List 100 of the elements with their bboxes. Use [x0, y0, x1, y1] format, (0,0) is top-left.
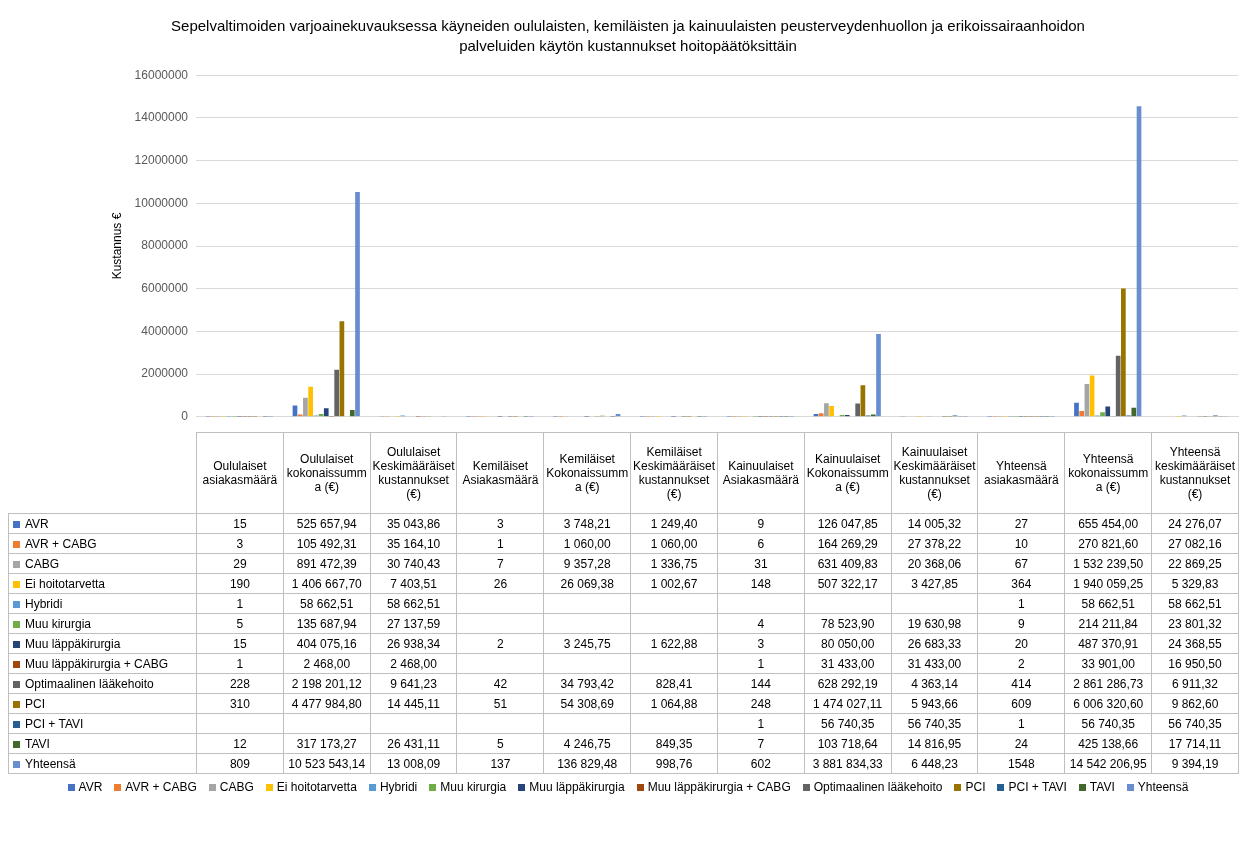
data-label: 51 — [456, 693, 544, 714]
data-label: 9 641,23 — [370, 673, 457, 694]
data-label: 310 — [196, 693, 284, 714]
data-label: 31 433,00 — [891, 653, 978, 674]
data-label: 4 477 984,80 — [283, 693, 371, 714]
data-label: 34 793,42 — [543, 673, 631, 694]
bar — [308, 386, 313, 417]
data-label: 414 — [977, 673, 1065, 694]
data-label: 35 164,10 — [370, 533, 457, 554]
x-tick-label: Yhteensä asiakasmäärä — [977, 432, 1065, 514]
bar — [829, 405, 834, 417]
data-label: 58 662,51 — [1151, 593, 1239, 614]
data-label: 1 060,00 — [543, 533, 631, 554]
y-tick-label: 10000000 — [134, 195, 189, 210]
data-label: 17 714,11 — [1151, 733, 1239, 754]
text: Muu kirurgia — [440, 780, 507, 794]
data-label: 190 — [196, 573, 284, 594]
data-label: 136 829,48 — [543, 753, 631, 774]
data-label: 6 006 320,60 — [1064, 693, 1152, 714]
x-tick-label: Oululaiset kokonaissumma (€) — [283, 432, 371, 514]
data-label: 364 — [977, 573, 1065, 594]
bar — [1105, 406, 1111, 417]
data-label: 9 862,60 — [1151, 693, 1239, 714]
data-label: 9 357,28 — [543, 553, 631, 574]
data-label: 24 368,55 — [1151, 633, 1239, 654]
data-label: 2 468,00 — [283, 653, 371, 674]
data-label: 655 454,00 — [1064, 513, 1152, 534]
data-label: 58 662,51 — [283, 593, 371, 614]
data-label: 628 292,19 — [804, 673, 892, 694]
data-label: 1 — [196, 653, 284, 674]
text: Muu läppäkirurgia + CABG — [647, 780, 791, 794]
bar — [349, 410, 355, 417]
data-label: 13 008,09 — [370, 753, 457, 774]
y-tick-label: 8000000 — [141, 238, 189, 253]
data-label: 24 — [977, 733, 1065, 754]
data-label: 58 662,51 — [1064, 593, 1152, 614]
data-label: 7 403,51 — [370, 573, 457, 594]
data-label: 525 657,94 — [283, 513, 371, 534]
x-tick-label: Kainuulaiset Keskimääräiset kustannukset (€) — [891, 432, 978, 514]
data-label: 29 — [196, 553, 284, 574]
data-label: 144 — [717, 673, 805, 694]
text: Muu läppäkirurgia — [529, 780, 625, 794]
data-label: 1 622,88 — [630, 633, 718, 654]
bar — [1074, 402, 1079, 417]
data-label: 228 — [196, 673, 284, 694]
data-label: 5 329,83 — [1151, 573, 1239, 594]
data-label: 42 — [456, 673, 544, 694]
data-label: 5 — [456, 733, 544, 754]
data-label: 1548 — [977, 753, 1065, 774]
text: PCI — [965, 780, 986, 794]
data-label: 1 — [717, 653, 805, 674]
x-tick-label: Yhteensä kokonaissumma (€) — [1064, 432, 1152, 514]
data-label: 6 448,23 — [891, 753, 978, 774]
data-label: 3 427,85 — [891, 573, 978, 594]
bar — [876, 333, 881, 417]
legend-label: Hybridi — [25, 596, 63, 611]
legend-label: Muu läppäkirurgia — [25, 636, 121, 651]
data-label: 9 394,19 — [1151, 753, 1239, 774]
data-label: 2 — [456, 633, 544, 654]
data-label: 214 211,84 — [1064, 613, 1152, 634]
data-label: 80 050,00 — [804, 633, 892, 654]
data-label: 78 523,90 — [804, 613, 892, 634]
data-label: 1 532 239,50 — [1064, 553, 1152, 574]
data-label: 9 — [717, 513, 805, 534]
data-label: 317 173,27 — [283, 733, 371, 754]
data-label: 1 474 027,11 — [804, 693, 892, 714]
data-label: 103 718,64 — [804, 733, 892, 754]
data-label: 4 363,14 — [891, 673, 978, 694]
x-tick-label: Yhteensä keskimääräiset kustannukset (€) — [1151, 432, 1239, 514]
data-label: 1 940 059,25 — [1064, 573, 1152, 594]
text: AVR + CABG — [125, 780, 197, 794]
data-label: 22 869,25 — [1151, 553, 1239, 574]
bar — [1115, 355, 1121, 417]
data-label: 56 740,35 — [891, 713, 978, 734]
data-label: 27 378,22 — [891, 533, 978, 554]
data-label: 10 523 543,14 — [283, 753, 371, 774]
y-axis-title: Kustannus € — [109, 212, 124, 280]
bar — [323, 408, 329, 417]
data-label: 425 138,66 — [1064, 733, 1152, 754]
data-label: 14 445,11 — [370, 693, 457, 714]
data-label: 1 249,40 — [630, 513, 718, 534]
data-label: 2 861 286,73 — [1064, 673, 1152, 694]
data-label: 4 246,75 — [543, 733, 631, 754]
legend-label: CABG — [25, 556, 60, 571]
data-label: 26 431,11 — [370, 733, 457, 754]
data-label: 1 — [717, 713, 805, 734]
data-label: 12 — [196, 733, 284, 754]
x-tick-label: Kemiläiset Asiakasmäärä — [456, 432, 544, 514]
data-label: 20 — [977, 633, 1065, 654]
data-label: 631 409,83 — [804, 553, 892, 574]
data-label: 1 406 667,70 — [283, 573, 371, 594]
data-label: 26 — [456, 573, 544, 594]
legend-label: PCI — [25, 696, 46, 711]
bar — [1100, 412, 1105, 417]
y-tick-label: 16000000 — [134, 67, 189, 82]
data-label: 3 — [717, 633, 805, 654]
data-label: 20 368,06 — [891, 553, 978, 574]
data-label: 26 938,34 — [370, 633, 457, 654]
legend-label: Yhteensä — [1137, 780, 1189, 794]
data-label: 126 047,85 — [804, 513, 892, 534]
